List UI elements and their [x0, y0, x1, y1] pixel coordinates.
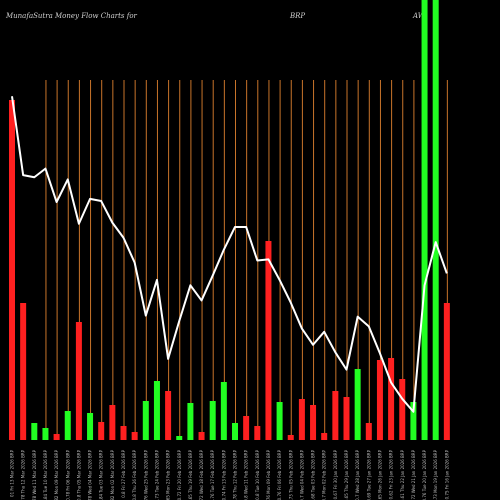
volume-bar-green — [276, 402, 283, 440]
x-tick-label: 0.82 Mon 09 Mar 2026 BRP — [54, 449, 59, 500]
x-tick-label: 0.65 Mon 23 Feb 2026 BRP — [166, 449, 171, 500]
x-tick-label: 0.7 Wed 28 Jan 2026 BRP — [355, 449, 360, 500]
x-tick-label: 0.7 Mon 02 Feb 2026 BRP — [322, 449, 327, 500]
volume-bar-red — [243, 416, 250, 440]
volume-bar-green — [421, 0, 428, 440]
volume-bar-green — [153, 381, 160, 440]
x-tick-label: 0.67 Fri 30 Jan 2026 BRP — [333, 449, 338, 499]
volume-bar-green — [209, 401, 216, 440]
x-tick-label: 0.7 Wed 04 Feb 2026 BRP — [299, 449, 304, 500]
volume-bar-red — [365, 423, 372, 440]
x-tick-label: 0.8 Thu 26 Feb 2026 BRP — [132, 449, 137, 500]
x-tick-label: 0.8 Wed 11 Feb 2026 BRP — [244, 449, 249, 500]
volume-bar-red — [376, 360, 383, 440]
x-tick-label: 0.8 Thu 05 Mar 2026 BRP — [76, 449, 81, 500]
x-tick-label: 0.61 Thu 22 Jan 2026 BRP — [400, 449, 405, 500]
x-tick-label: 0.78 Fri 06 Mar 2026 BRP — [65, 449, 70, 500]
x-tick-label: 0.69 Tue 27 Jan 2026 BRP — [366, 449, 371, 500]
x-tick-label: 01 Fri 13 Mar 2026 BRP — [10, 449, 15, 497]
x-tick-label: 0.72 Fri 20 Feb 2026 BRP — [177, 449, 182, 500]
volume-bar-green — [187, 403, 194, 440]
volume-bar-red — [388, 358, 395, 440]
x-tick-label: 0.82 Mon 02 Mar 2026 BRP — [110, 449, 115, 500]
x-tick-labels: 01 Fri 13 Mar 2026 BRP 0.78 Thu 12 Mar 20… — [10, 449, 450, 500]
x-tick-label: 0.8 Fri 27 Feb 2026 BRP — [121, 449, 126, 497]
x-tick-label: 0.78 Wed 04 Mar 2026 BRP — [88, 449, 93, 500]
price-line — [11, 96, 448, 413]
x-tick-label: 0.72 Wed 18 Feb 2026 BRP — [199, 449, 204, 500]
volume-bar-green — [87, 413, 94, 440]
x-tick-label: 0.76 Wed 25 Feb 2026 BRP — [143, 449, 148, 500]
x-tick-label: 0.78 Wed 11 Mar 2026 BRP — [32, 449, 37, 500]
volume-bar-red — [20, 303, 27, 440]
chart-suffix: AW — [413, 12, 425, 20]
x-tick-label: 0.72 Wed 21 Jan 2026 BRP — [411, 449, 416, 500]
x-tick-label: 0.78 Thu 12 Feb 2026 BRP — [233, 449, 238, 500]
volume-bar-red — [443, 303, 450, 440]
volume-bar-red — [343, 397, 350, 440]
chart-title: MunafaSutra Money Flow Charts for — [6, 12, 137, 20]
vertical-gridlines — [45, 80, 448, 440]
x-tick-label: 0.8 Tue 10 Feb 2026 BRP — [255, 449, 260, 499]
volume-bar-red — [98, 422, 105, 440]
x-tick-label: 0.65 Mon 26 Jan 2026 BRP — [377, 449, 382, 500]
volume-bar-red — [287, 435, 294, 440]
volume-bar-red — [165, 391, 172, 440]
volume-bar-green — [142, 401, 149, 440]
volume-bar-green — [410, 402, 417, 440]
x-tick-label: 0.65 Thu 19 Feb 2026 BRP — [188, 449, 193, 500]
x-tick-label: 0.73 Tue 24 Feb 2026 BRP — [154, 449, 159, 500]
volume-bar-red — [53, 434, 60, 440]
x-tick-label: 0.73 Thu 05 Feb 2026 BRP — [288, 449, 293, 500]
volume-bar-red — [254, 426, 261, 440]
volume-bar-red — [9, 100, 15, 440]
volume-bar-red — [120, 426, 127, 440]
volume-bar-red — [198, 432, 205, 440]
volume-bar-red — [109, 405, 116, 440]
x-tick-label: 0.76 Fri 06 Feb 2026 BRP — [277, 449, 282, 500]
x-tick-label: 0.76 Tue 17 Feb 2026 BRP — [210, 449, 215, 500]
volume-bar-red — [75, 322, 82, 440]
volume-bar-red — [321, 433, 328, 440]
volume-bars — [9, 0, 450, 440]
x-tick-label: 0.75 Fri 16 Jan 2026 BRP — [444, 449, 449, 499]
x-tick-label: 0.76 Mon 09 Feb 2026 BRP — [266, 449, 271, 500]
x-tick-label: 0.68 Tue 03 Feb 2026 BRP — [311, 449, 316, 500]
x-tick-label: 0.73 Mon 19 Jan 2026 BRP — [433, 449, 438, 500]
x-tick-label: 0.62 Fri 23 Jan 2026 BRP — [389, 449, 394, 499]
price-line-group — [11, 96, 448, 413]
volume-bar-green — [432, 0, 439, 440]
x-tick-label: 0.84 Tue 10 Mar 2026 BRP — [43, 449, 48, 500]
x-tick-label: 0.84 Tue 03 Mar 2026 BRP — [99, 449, 104, 500]
volume-bar-red — [399, 379, 406, 440]
x-tick-label: 0.74 Fri 13 Feb 2026 BRP — [221, 449, 226, 500]
x-tick-label: 0.78 Thu 12 Mar 2026 BRP — [21, 449, 26, 500]
volume-bar-green — [354, 369, 361, 440]
volume-bar-red — [298, 399, 305, 440]
x-tick-label: 0.65 Thu 29 Jan 2026 BRP — [344, 449, 349, 500]
chart-symbol: BRP — [290, 12, 306, 20]
volume-bar-red — [265, 241, 272, 440]
x-tick-label: 0.76 Tue 20 Jan 2026 BRP — [422, 449, 427, 500]
volume-bar-red — [332, 391, 339, 440]
volume-bar-green — [220, 382, 227, 440]
volume-bar-green — [176, 436, 183, 440]
volume-bar-red — [131, 432, 138, 440]
volume-bar-green — [64, 411, 71, 440]
volume-bar-green — [232, 423, 238, 440]
volume-bar-green — [31, 423, 38, 440]
volume-bar-red — [310, 405, 317, 440]
volume-bar-green — [42, 428, 49, 440]
